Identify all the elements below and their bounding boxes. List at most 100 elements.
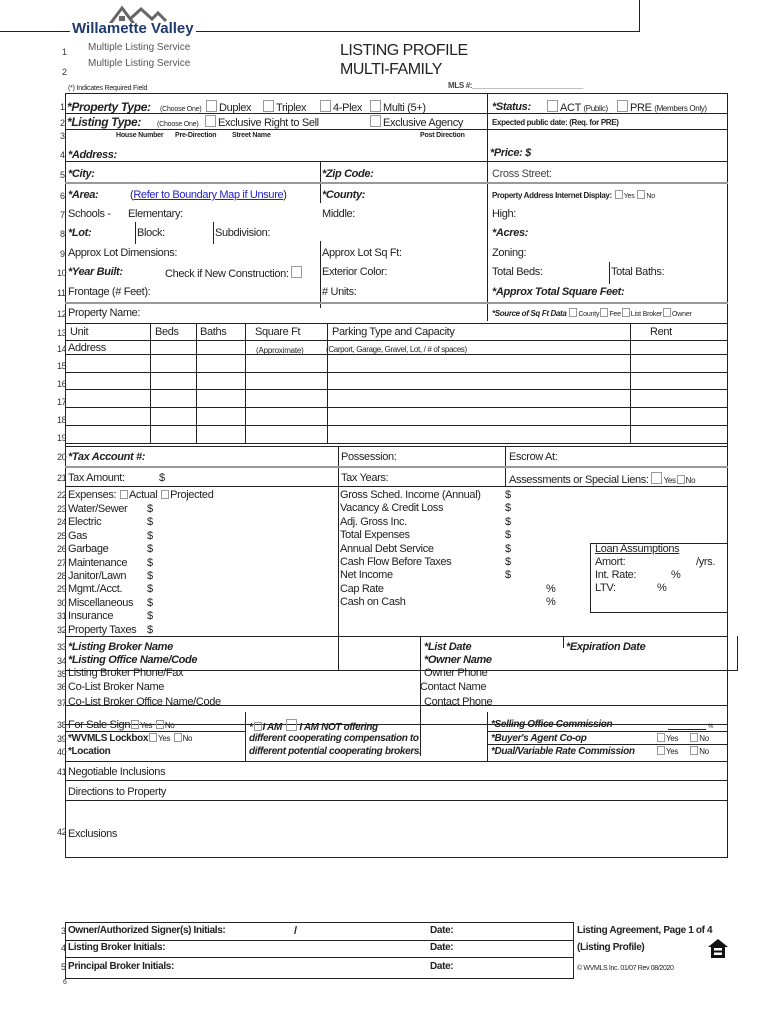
tax-years-field[interactable]: Tax Years: bbox=[341, 472, 389, 484]
percent-item-field[interactable]: Cash on Cash bbox=[340, 596, 406, 609]
principal-initials-field[interactable]: Principal Broker Initials: bbox=[68, 961, 174, 972]
checkbox[interactable] bbox=[206, 100, 217, 112]
status-act[interactable]: ACT (Public) bbox=[545, 100, 608, 115]
exclusions-field[interactable]: Exclusions bbox=[68, 828, 118, 840]
total-sqft-field[interactable]: *Approx Total Square Feet: bbox=[492, 286, 625, 298]
checkbox-yes[interactable] bbox=[657, 733, 665, 742]
list-date-field[interactable]: *List Date bbox=[424, 641, 472, 653]
income-item-field[interactable]: Net Income bbox=[340, 569, 393, 582]
checkbox-yes[interactable] bbox=[657, 746, 665, 755]
owner-initials-field[interactable]: Owner/Authorized Signer(s) Initials: bbox=[68, 925, 226, 936]
elementary-field[interactable]: Elementary: bbox=[128, 208, 183, 220]
checkbox-yes[interactable] bbox=[131, 720, 140, 729]
actual-checkbox[interactable] bbox=[119, 490, 128, 499]
income-item-field[interactable]: Cash Flow Before Taxes bbox=[340, 556, 452, 568]
broker-phone-field[interactable]: Listing Broker Phone/Fax bbox=[68, 667, 184, 679]
colist-broker-field[interactable]: Co-List Broker Name bbox=[68, 681, 165, 693]
boundary-map-link[interactable]: Refer to Boundary Map if Unsure bbox=[133, 189, 284, 201]
projected-checkbox[interactable] bbox=[161, 490, 170, 499]
subdivision-field[interactable]: Subdivision: bbox=[215, 227, 271, 239]
property-name-field[interactable]: Property Name: bbox=[68, 307, 141, 319]
checkbox-no[interactable] bbox=[690, 733, 699, 742]
checkbox[interactable] bbox=[600, 308, 609, 317]
expense-item-field[interactable]: Electric bbox=[68, 516, 102, 529]
property-type-4plex[interactable]: 4-Plex bbox=[318, 100, 362, 114]
lot-sqft-field[interactable]: Approx Lot Sq Ft: bbox=[322, 247, 402, 259]
listing-office-field[interactable]: *Listing Office Name/Code bbox=[68, 654, 198, 666]
expected-public-date-field[interactable]: Expected public date: (Req. for PRE) bbox=[492, 118, 619, 127]
checkbox-no[interactable] bbox=[637, 190, 646, 199]
broker-initials-field[interactable]: Listing Broker Initials: bbox=[68, 942, 166, 953]
checkbox-no[interactable] bbox=[690, 746, 699, 755]
property-type-duplex[interactable]: Duplex bbox=[204, 100, 252, 114]
checkbox[interactable] bbox=[569, 308, 578, 317]
tax-amount-field[interactable]: Tax Amount: bbox=[68, 472, 125, 484]
selling-commission-field[interactable]: *Selling Office Commission bbox=[491, 719, 613, 730]
listing-type-exclusive-right[interactable]: Exclusive Right to Sell bbox=[203, 115, 319, 129]
percent-item-field[interactable]: Cap Rate bbox=[340, 583, 384, 595]
location-field[interactable]: *Location bbox=[68, 746, 111, 757]
area-field[interactable]: *Area: bbox=[68, 189, 99, 201]
owner-name-field[interactable]: *Owner Name bbox=[424, 654, 492, 666]
mls-number-field[interactable]: MLS #:___________________________ bbox=[448, 81, 583, 90]
expense-item-field[interactable]: Janitor/Lawn bbox=[68, 570, 127, 582]
year-built-field[interactable]: *Year Built: bbox=[68, 266, 123, 278]
new-construction-checkbox[interactable] bbox=[290, 266, 302, 278]
cross-street-field[interactable]: Cross Street: bbox=[492, 168, 552, 180]
property-type-multi[interactable]: Multi (5+) bbox=[368, 100, 426, 114]
owner-phone-field[interactable]: Owner Phone bbox=[424, 667, 488, 679]
high-school-field[interactable]: High: bbox=[492, 208, 516, 220]
expense-item-field[interactable]: Mgmt./Acct. bbox=[68, 583, 123, 596]
block-field[interactable]: Block: bbox=[137, 227, 165, 239]
directions-field[interactable]: Directions to Property bbox=[68, 786, 167, 798]
colist-office-field[interactable]: Co-List Broker Office Name/Code bbox=[68, 696, 221, 708]
city-field[interactable]: *City: bbox=[68, 168, 95, 180]
checkbox-yes[interactable] bbox=[149, 733, 158, 742]
checkbox[interactable] bbox=[370, 100, 381, 112]
expense-item-field[interactable]: Water/Sewer bbox=[68, 503, 128, 515]
lot-dimensions-field[interactable]: Approx Lot Dimensions: bbox=[68, 247, 178, 259]
zip-code-field[interactable]: *Zip Code: bbox=[322, 168, 374, 180]
listing-type-exclusive-agency[interactable]: Exclusive Agency bbox=[368, 115, 463, 129]
total-baths-field[interactable]: Total Baths: bbox=[611, 266, 665, 278]
status-pre[interactable]: PRE (Members Only) bbox=[615, 100, 707, 115]
expense-item-field[interactable]: Gas bbox=[68, 529, 88, 542]
address-field[interactable]: *Address: bbox=[68, 149, 117, 161]
expense-item-field[interactable]: Maintenance bbox=[68, 556, 128, 569]
principal-date-field[interactable]: Date: bbox=[430, 961, 454, 972]
checkbox-yes[interactable] bbox=[614, 190, 623, 199]
contact-phone-field[interactable]: Contact Phone bbox=[424, 696, 493, 708]
county-field[interactable]: *County: bbox=[322, 189, 366, 201]
i-am-not-checkbox[interactable] bbox=[286, 719, 298, 731]
expense-item-field[interactable]: Miscellaneous bbox=[68, 596, 134, 609]
checkbox[interactable] bbox=[663, 308, 672, 317]
expense-item-field[interactable]: Insurance bbox=[68, 610, 114, 623]
interest-rate-field[interactable]: Int. Rate: bbox=[595, 569, 637, 581]
checkbox-no[interactable] bbox=[676, 475, 685, 484]
checkbox[interactable] bbox=[263, 100, 274, 112]
income-item-field[interactable]: Adj. Gross Inc. bbox=[340, 515, 407, 528]
i-am-checkbox[interactable] bbox=[253, 722, 262, 731]
checkbox-yes[interactable] bbox=[650, 472, 662, 484]
broker-date-field[interactable]: Date: bbox=[430, 942, 454, 953]
checkbox-no[interactable] bbox=[155, 720, 164, 729]
expiration-date-field[interactable]: *Expiration Date bbox=[566, 641, 646, 653]
zoning-field[interactable]: Zoning: bbox=[492, 247, 527, 259]
expense-item-field[interactable]: Garbage bbox=[68, 543, 109, 556]
property-type-triplex[interactable]: Triplex bbox=[261, 100, 307, 114]
listing-broker-field[interactable]: *Listing Broker Name bbox=[68, 641, 173, 653]
total-beds-field[interactable]: Total Beds: bbox=[492, 266, 543, 278]
income-item-field[interactable]: Gross Sched. Income (Annual) bbox=[340, 489, 481, 501]
acres-field[interactable]: *Acres: bbox=[492, 227, 529, 239]
units-field[interactable]: # Units: bbox=[322, 286, 357, 298]
checkbox[interactable] bbox=[205, 115, 216, 127]
checkbox[interactable] bbox=[320, 100, 331, 112]
expense-item-field[interactable]: Property Taxes bbox=[68, 623, 137, 636]
checkbox[interactable] bbox=[621, 308, 630, 317]
amort-field[interactable]: Amort: bbox=[595, 556, 626, 568]
checkbox[interactable] bbox=[370, 115, 381, 127]
contact-name-field[interactable]: Contact Name bbox=[420, 681, 487, 693]
income-item-field[interactable]: Total Expenses bbox=[340, 529, 410, 542]
income-item-field[interactable]: Vacancy & Credit Loss bbox=[340, 502, 444, 515]
lot-field[interactable]: *Lot: bbox=[68, 227, 92, 239]
